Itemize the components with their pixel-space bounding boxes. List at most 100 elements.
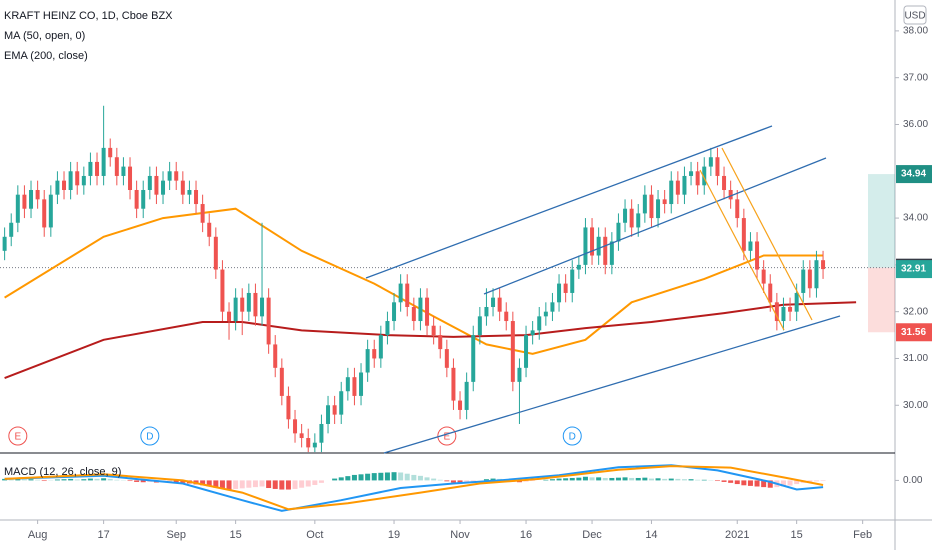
histogram-bar: [8, 479, 14, 481]
candle-body: [781, 306, 786, 322]
candle-body: [431, 325, 436, 336]
channel-line: [483, 157, 827, 295]
x-tick-label: Nov: [450, 529, 470, 541]
histogram-bar: [642, 477, 648, 481]
histogram-bar: [444, 480, 450, 482]
histogram-bar: [200, 480, 206, 486]
histogram-bar: [68, 478, 74, 481]
candle-body: [418, 297, 423, 322]
histogram-bar: [127, 480, 133, 482]
candle-body: [207, 222, 212, 237]
candle-body: [187, 189, 192, 195]
event-marker: [8, 426, 28, 446]
currency-box[interactable]: [903, 5, 927, 25]
candle-body: [81, 175, 86, 186]
candle-body: [675, 180, 680, 195]
histogram-bar: [490, 478, 496, 481]
y-tick-label: 36.00: [903, 119, 928, 130]
histogram-bar: [279, 480, 285, 490]
histogram-bar: [767, 480, 773, 488]
histogram-bar: [780, 480, 786, 487]
histogram-bar: [61, 479, 67, 481]
x-tick-label: Aug: [28, 529, 48, 541]
candle-body: [748, 241, 753, 251]
indicator-line: [4, 464, 824, 512]
candle-body: [411, 306, 416, 322]
chart-title: KRAFT HEINZ CO, 1D, Cboe BZX: [4, 10, 173, 22]
x-tick-label: Oct: [306, 529, 323, 541]
histogram-bar: [259, 480, 265, 487]
candle-body: [9, 222, 14, 237]
candle-body: [788, 306, 793, 312]
candle-body: [695, 171, 700, 186]
candle-body: [735, 199, 740, 219]
histogram-bar: [701, 479, 707, 481]
y-tick-label: 37.00: [903, 72, 928, 83]
candle-body: [2, 236, 7, 251]
histogram-bar: [233, 480, 239, 489]
x-tick-label: Feb: [853, 529, 872, 541]
histogram-bar: [28, 479, 34, 481]
x-tick-label: Dec: [582, 529, 602, 541]
candle-body: [62, 180, 67, 190]
x-tick-label: 17: [97, 529, 109, 541]
candle-body: [636, 213, 641, 228]
histogram-bar: [272, 480, 278, 489]
candle-body: [326, 405, 331, 424]
histogram-bar: [431, 478, 437, 481]
candle-body: [761, 269, 766, 284]
candle-body: [279, 367, 284, 396]
candle-body: [662, 199, 667, 205]
candle-body: [22, 194, 27, 209]
candle-body: [134, 189, 139, 209]
candle-body: [557, 283, 562, 303]
candle-body: [35, 189, 40, 200]
histogram-bar: [754, 480, 760, 487]
histogram-bar: [668, 478, 674, 481]
candle-body: [240, 297, 245, 312]
histogram-bar: [437, 479, 443, 481]
x-tick-label: Sep: [166, 529, 186, 541]
histogram-bar: [15, 478, 21, 481]
histogram-bar: [734, 480, 740, 485]
histogram-bar: [787, 480, 793, 486]
histogram-bar: [794, 480, 800, 485]
candle-body: [260, 297, 265, 317]
candle-body: [174, 171, 179, 181]
histogram-bar: [226, 480, 232, 490]
candle-body: [128, 166, 133, 190]
candle-body: [147, 175, 152, 190]
candle-body: [497, 297, 502, 312]
y-tick-label: 32.00: [903, 306, 928, 317]
candle-body: [114, 157, 119, 176]
candle-body: [583, 227, 588, 265]
candle-body: [715, 157, 720, 176]
histogram-bar: [35, 479, 41, 481]
y-tick-label: 38.00: [903, 26, 928, 37]
candle-body: [42, 199, 47, 228]
histogram-bar: [378, 472, 384, 481]
histogram-bar: [285, 480, 291, 490]
candle-body: [273, 344, 278, 368]
histogram-bar: [681, 479, 687, 481]
event-label: E: [444, 432, 451, 443]
channel-line: [383, 315, 841, 454]
legend-entry: MA (50, open, 0): [4, 30, 85, 42]
candle-body: [75, 171, 80, 186]
histogram-bar: [398, 472, 404, 481]
indicator-line: [4, 301, 857, 380]
histogram-bar: [556, 478, 562, 481]
histogram-bar: [721, 480, 727, 482]
candle-body: [702, 166, 707, 186]
candle-body: [15, 194, 20, 223]
price-tag-label: 31.56: [901, 327, 926, 338]
histogram-bar: [87, 478, 93, 481]
price-tag-label: 34.94: [901, 169, 926, 180]
candle-body: [385, 321, 390, 336]
histogram-bar: [252, 480, 258, 488]
histogram-bar: [173, 480, 179, 483]
histogram-bar: [813, 480, 819, 482]
candle-body: [194, 189, 199, 205]
histogram-bar: [365, 473, 371, 481]
candle-body: [345, 377, 350, 392]
